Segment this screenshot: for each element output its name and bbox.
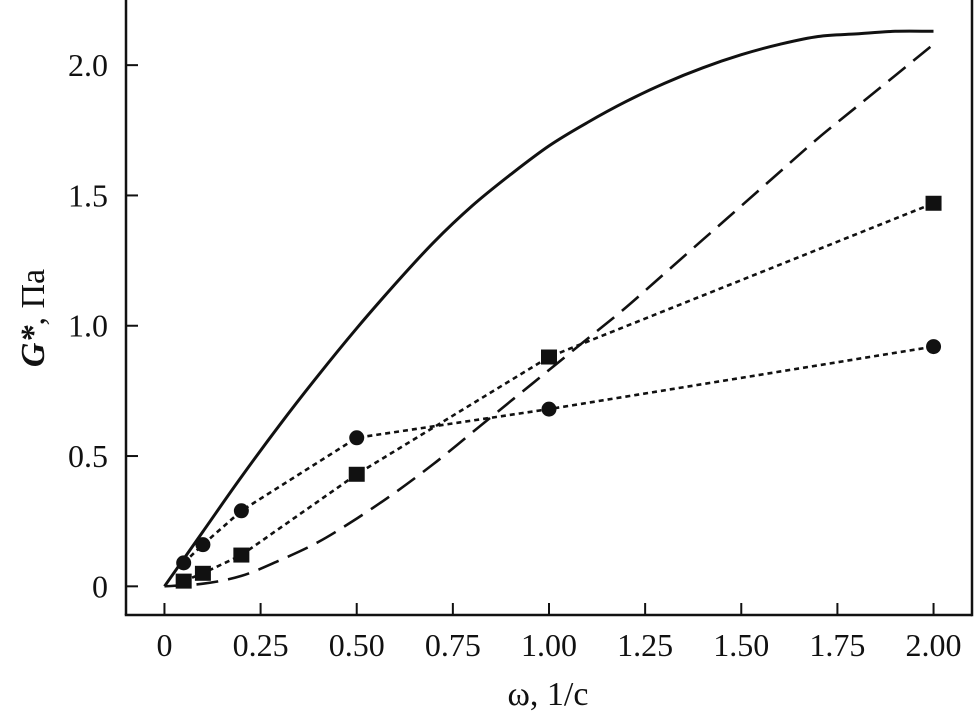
series-line-1-solid	[163, 29, 934, 588]
circle-marker	[233, 503, 249, 519]
y-axis-title: G*, Па	[15, 269, 52, 367]
square-marker	[194, 565, 211, 581]
x-axis-title: ω, 1/с	[508, 676, 589, 713]
axis-layer	[124, 0, 974, 617]
x-tick-label: 0.75	[425, 627, 481, 663]
x-tick-label: 1.75	[809, 627, 865, 663]
series-line-2-dashed	[164, 43, 935, 588]
x-tick-label: 0	[156, 627, 172, 663]
y-tick-label: 1.5	[68, 177, 108, 213]
x-tick-label: 2.00	[906, 627, 962, 663]
y-tick-label: 0.5	[68, 438, 108, 474]
x-tick-label: 1.25	[617, 627, 673, 663]
y-tick-label: 1.0	[68, 308, 108, 344]
x-tick-label: 0.25	[233, 627, 289, 663]
square-marker	[175, 573, 192, 589]
series-line-3-dotted	[183, 202, 934, 583]
x-tick-label: 0.50	[329, 627, 385, 663]
square-marker	[541, 349, 557, 365]
label-layer: 0 0.25 0.50 0.75 1.00 1.25 1.50 1.75 2.00 0 0.5 1.0…	[68, 47, 962, 663]
x-tick-label: 1.50	[713, 627, 769, 663]
x-tick-label: 1.00	[521, 627, 577, 663]
y-axis-title-unit: , Па	[15, 269, 52, 326]
circle-marker	[349, 430, 365, 446]
marker-layer	[175, 195, 942, 589]
y-tick-label: 2.0	[68, 47, 108, 83]
square-marker	[348, 466, 365, 482]
square-marker	[925, 195, 942, 211]
circle-marker	[176, 555, 192, 571]
circle-marker	[195, 537, 211, 553]
circle-marker	[541, 401, 557, 417]
y-axis-title-symbol: G*	[15, 325, 52, 368]
circle-marker	[926, 339, 942, 355]
y-tick-label: 0	[92, 568, 108, 604]
square-marker	[233, 547, 250, 563]
